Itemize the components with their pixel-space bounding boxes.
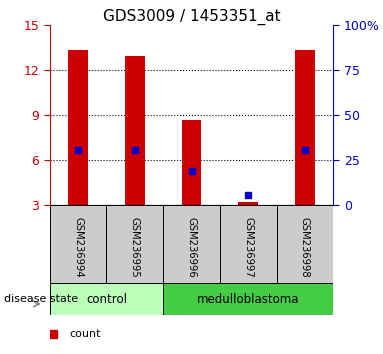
Text: count: count — [70, 329, 101, 339]
Bar — [50, 205, 106, 283]
Bar — [163, 283, 333, 315]
Bar — [50, 283, 163, 315]
Text: control: control — [86, 293, 127, 306]
Text: GSM236997: GSM236997 — [243, 217, 253, 278]
Bar — [163, 205, 220, 283]
Bar — [106, 205, 163, 283]
Text: GSM236994: GSM236994 — [73, 217, 83, 278]
Bar — [277, 205, 333, 283]
Text: disease state: disease state — [4, 294, 78, 304]
Bar — [182, 120, 201, 205]
Text: medulloblastoma: medulloblastoma — [197, 293, 300, 306]
Bar — [125, 56, 145, 205]
Bar — [68, 50, 88, 205]
Title: GDS3009 / 1453351_at: GDS3009 / 1453351_at — [103, 8, 280, 25]
Bar — [220, 205, 277, 283]
Text: GSM236998: GSM236998 — [300, 217, 310, 278]
Bar — [295, 50, 315, 205]
Text: GSM236995: GSM236995 — [130, 217, 140, 278]
Bar — [238, 202, 258, 205]
Text: GSM236996: GSM236996 — [187, 217, 196, 278]
